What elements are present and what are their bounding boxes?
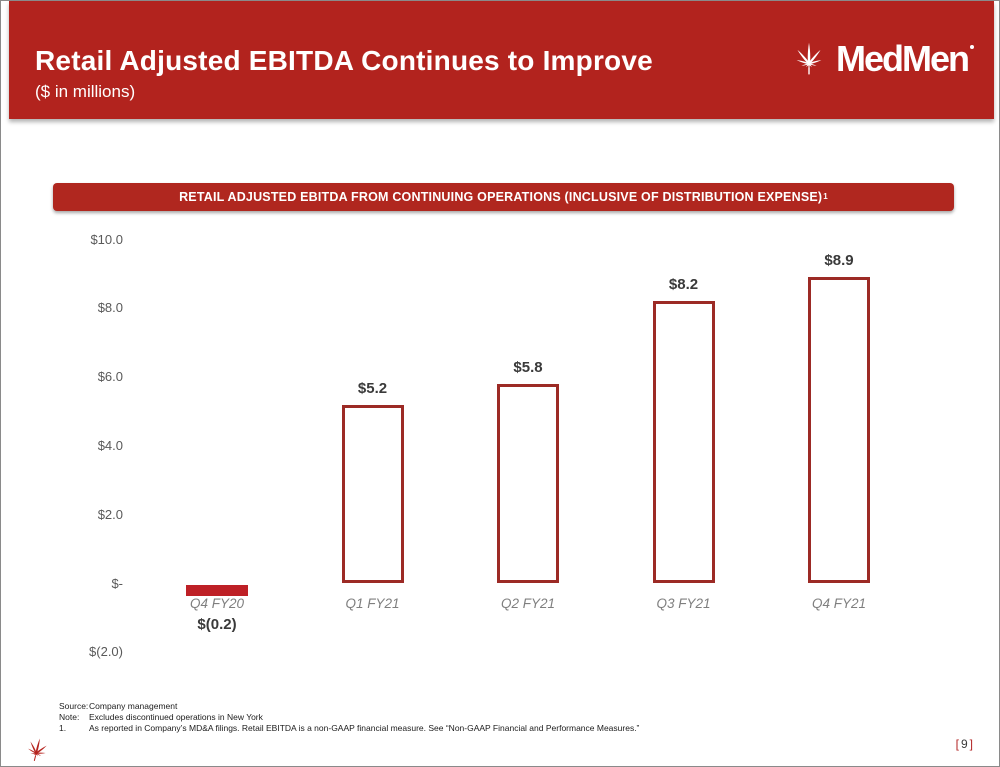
bar-value-label: $(0.2): [197, 615, 237, 633]
y-axis-tick-label: $4.0: [97, 437, 123, 453]
footnote-label: Note:: [59, 712, 80, 722]
footnote-text: As reported in Company’s MD&A filings. R…: [89, 723, 640, 733]
footnote-note: Note: Excludes discontinued operations i…: [59, 712, 639, 723]
page-number: [9]: [956, 737, 975, 751]
y-axis-tick-label: $-: [111, 575, 123, 591]
footnote-text: Company management: [89, 701, 178, 711]
page-title: Retail Adjusted EBITDA Continues to Impr…: [35, 45, 653, 76]
bar-category-label: Q1 FY21: [345, 596, 400, 611]
y-axis-tick-label: $2.0: [97, 506, 123, 522]
footnotes: Source: Company management Note: Exclude…: [59, 701, 639, 734]
y-axis-tick-label: $(2.0): [89, 644, 123, 660]
bar-value-label: $8.2: [668, 276, 699, 294]
bar-category-label: Q2 FY21: [500, 596, 556, 611]
trademark-dot: [970, 45, 974, 49]
bar-q4-fy21: [808, 277, 870, 584]
header-band: Retail Adjusted EBITDA Continues to Impr…: [9, 1, 994, 119]
y-axis-tick-label: $8.0: [97, 300, 123, 316]
page-subtitle: ($ in millions): [35, 82, 136, 101]
bar-value-label: $8.9: [824, 252, 854, 270]
footnote-text: Excludes discontinued operations in New …: [89, 712, 263, 722]
y-axis-tick-label: $10.0: [90, 231, 123, 247]
footnote-source: Source: Company management: [59, 701, 639, 712]
logo-text: MedMen: [836, 38, 970, 79]
bar-category-label: Q3 FY21: [656, 596, 711, 611]
bar-value-label: $5.2: [357, 379, 388, 397]
chart-title: RETAIL ADJUSTED EBITDA FROM CONTINUING O…: [179, 190, 823, 204]
bar-q2-fy21: [497, 383, 559, 584]
footnote-label: Source:: [59, 701, 89, 711]
footnote-1: 1. As reported in Company’s MD&A filings…: [59, 723, 639, 734]
y-axis-tick-label: $6.0: [97, 369, 123, 385]
bar-q3-fy21: [652, 301, 715, 584]
page-number-value: 9: [960, 737, 970, 751]
bar-q4-fy20: [186, 584, 248, 596]
header-title-block: Retail Adjusted EBITDA Continues to Impr…: [35, 45, 653, 102]
page-number-bracket: [: [955, 737, 961, 751]
bar-q1-fy21: [341, 404, 404, 584]
footnote-label: 1.: [59, 723, 67, 733]
page-number-bracket: ]: [969, 737, 975, 751]
chart-title-banner: RETAIL ADJUSTED EBITDA FROM CONTINUING O…: [53, 183, 954, 211]
bar-category-label: Q4 FY20: [189, 596, 245, 611]
chart-title-footnote-marker: 1: [823, 191, 828, 201]
bar-value-label: $5.8: [513, 358, 543, 376]
medmen-logo: MedMen: [787, 35, 974, 83]
bar-category-label: Q4 FY21: [811, 596, 867, 611]
